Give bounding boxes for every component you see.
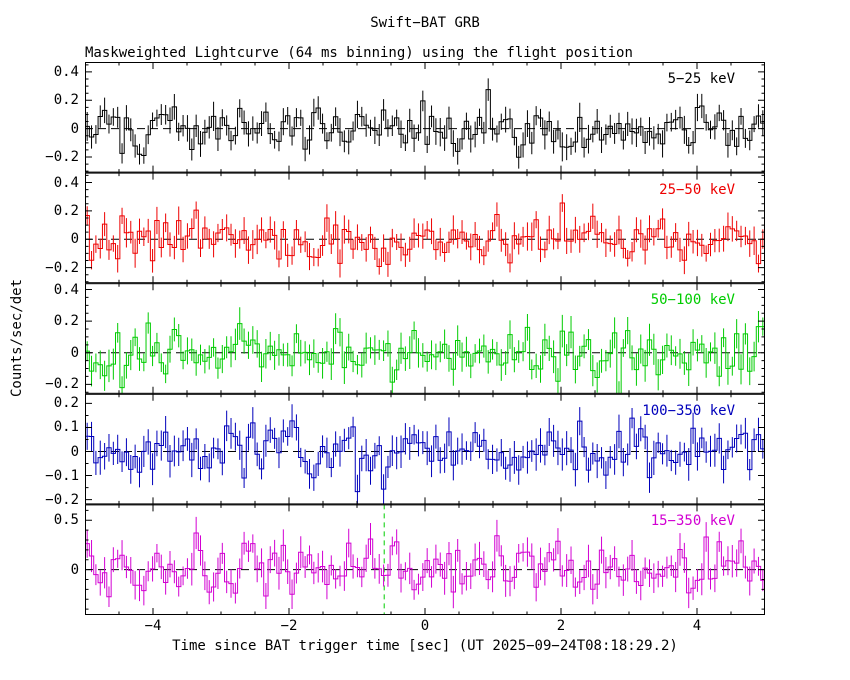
y-tick-label: 0.4 — [53, 63, 79, 80]
y-tick-label: 0 — [70, 443, 79, 460]
y-tick-label: 0 — [70, 561, 79, 578]
x-tick-label: 4 — [692, 618, 702, 634]
x-axis-label: Time since BAT trigger time [sec] (UT 20… — [172, 638, 678, 654]
plot-frame: 5−25 keV 25−50 keV 50−100 keV 100−350 ke… — [45, 62, 765, 634]
x-tick-label: 2 — [556, 618, 566, 634]
x-tick-label: 0 — [420, 618, 430, 634]
x-tick-label: −4 — [144, 618, 162, 634]
y-tick-label: 0.5 — [53, 512, 79, 529]
y-tick-label: 0 — [70, 344, 79, 361]
page-title: Swift−BAT GRB — [370, 15, 480, 31]
band-label-5-25kev: 5−25 keV — [667, 71, 735, 87]
band-label-100-350kev: 100−350 keV — [642, 402, 735, 419]
y-tick-label: −0.2 — [45, 149, 79, 165]
y-tick-label: 0.1 — [53, 419, 79, 436]
band-label-50-100kev: 50−100 keV — [650, 292, 735, 309]
y-tick-label: 0.2 — [53, 202, 79, 219]
band-label-15-350kev: 15−350 keV — [650, 513, 735, 530]
y-tick-label: 0.2 — [53, 92, 79, 109]
y-tick-label: −0.2 — [45, 376, 79, 393]
lightcurve-canvas — [85, 62, 765, 615]
y-tick-label: 0 — [70, 120, 79, 137]
y-tick-label: 0 — [70, 231, 79, 248]
y-tick-label: −0.2 — [45, 259, 79, 276]
x-tick-label: −2 — [280, 618, 298, 634]
y-tick-label: −0.2 — [45, 491, 79, 508]
y-tick-label: 0.2 — [53, 313, 79, 330]
band-label-25-50kev: 25−50 keV — [659, 181, 735, 198]
y-tick-label: 0.4 — [53, 174, 79, 191]
y-tick-label: −0.1 — [45, 467, 79, 484]
plot-subtitle: Maskweighted Lightcurve (64 ms binning) … — [85, 45, 633, 61]
y-tick-label: 0.4 — [53, 281, 79, 298]
y-tick-label: 0.2 — [53, 395, 79, 412]
